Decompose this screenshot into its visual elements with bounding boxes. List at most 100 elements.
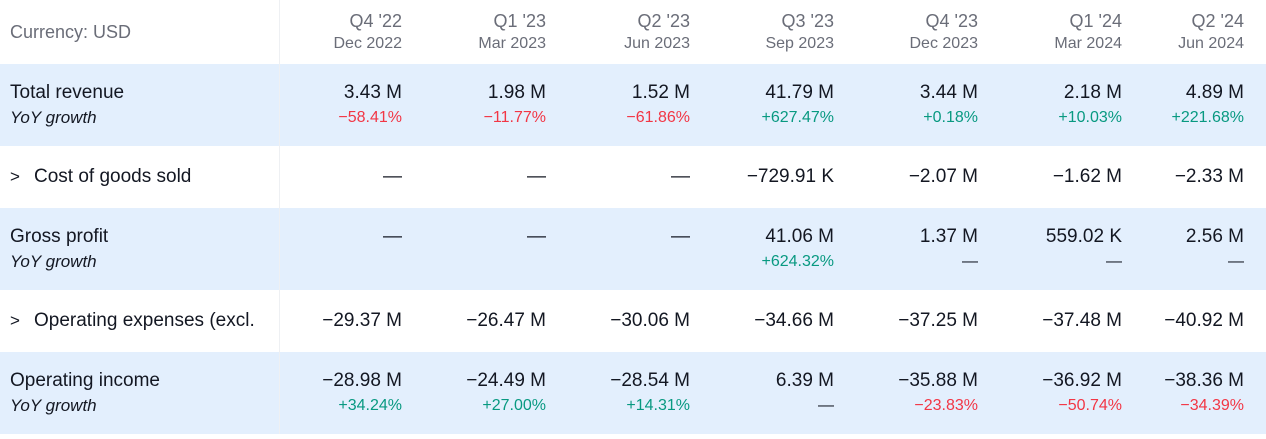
value-cell: −35.88 M −23.83% xyxy=(856,352,1000,434)
value-cell: −2.33 M xyxy=(1144,146,1266,208)
row-total-revenue[interactable]: Total revenue YoY growth 3.43 M −58.41% … xyxy=(0,64,1266,146)
growth-value: +27.00% xyxy=(482,397,546,414)
value-cell: −729.91 K xyxy=(712,146,856,208)
value-cell: 1.37 M — xyxy=(856,208,1000,290)
growth-value: −23.83% xyxy=(914,397,978,414)
row-gross-profit[interactable]: Gross profit YoY growth — — — 41.06 M +6… xyxy=(0,208,1266,290)
chevron-right-icon[interactable]: > xyxy=(10,167,20,186)
value: −26.47 M xyxy=(466,310,546,331)
period-header: Q1 '23 Mar 2023 xyxy=(424,0,568,64)
value: −29.37 M xyxy=(322,310,402,331)
growth-value: −11.77% xyxy=(483,109,546,126)
value-cell: 2.56 M — xyxy=(1144,208,1266,290)
value-cell: −24.49 M +27.00% xyxy=(424,352,568,434)
value: −24.49 M xyxy=(466,370,546,391)
period-quarter: Q4 '23 xyxy=(925,11,978,31)
period-date: Jun 2023 xyxy=(624,35,690,52)
growth-value: +10.03% xyxy=(1058,109,1122,126)
row-label-cell: > Cost of goods sold xyxy=(0,146,280,208)
value-cell: — xyxy=(280,146,424,208)
period-quarter: Q1 '23 xyxy=(493,11,546,31)
growth-value: — xyxy=(1106,253,1122,270)
period-header: Q2 '24 Jun 2024 xyxy=(1144,0,1266,64)
value-cell: 3.43 M −58.41% xyxy=(280,64,424,146)
value: — xyxy=(383,166,402,187)
value: — xyxy=(527,226,546,247)
value: — xyxy=(383,226,402,247)
value: — xyxy=(671,226,690,247)
value: 2.18 M xyxy=(1063,82,1122,103)
growth-value: — xyxy=(818,397,834,414)
value-cell: 41.79 M +627.47% xyxy=(712,64,856,146)
value-cell: 1.98 M −11.77% xyxy=(424,64,568,146)
value-cell: 6.39 M — xyxy=(712,352,856,434)
value: 41.79 M xyxy=(765,82,834,103)
row-sublabel: YoY growth xyxy=(10,252,97,271)
row-label: Gross profit xyxy=(10,226,109,247)
value-cell: — xyxy=(424,208,568,290)
period-quarter: Q1 '24 xyxy=(1069,11,1122,31)
growth-value xyxy=(542,250,546,274)
growth-value: −34.39% xyxy=(1180,397,1244,414)
value: 1.52 M xyxy=(631,82,690,103)
growth-value: — xyxy=(962,253,978,270)
value: −37.48 M xyxy=(1042,310,1122,331)
row-sublabel: YoY growth xyxy=(10,396,97,415)
row-operating-expenses[interactable]: > Operating expenses (excl. −29.37 M −26.… xyxy=(0,290,1266,352)
value-cell: −38.36 M −34.39% xyxy=(1144,352,1266,434)
value: −37.25 M xyxy=(898,310,978,331)
row-cost-of-goods-sold[interactable]: > Cost of goods sold — — — −729.91 K −2.0… xyxy=(0,146,1266,208)
growth-value: +34.24% xyxy=(338,397,402,414)
period-header: Q4 '22 Dec 2022 xyxy=(280,0,424,64)
value-cell: 3.44 M +0.18% xyxy=(856,64,1000,146)
growth-value xyxy=(398,250,402,274)
value-cell: −28.54 M +14.31% xyxy=(568,352,712,434)
value-cell: −30.06 M xyxy=(568,290,712,352)
value: 559.02 K xyxy=(1045,226,1122,247)
period-date: Mar 2023 xyxy=(478,35,546,52)
currency-cell: Currency: USD xyxy=(0,0,280,64)
row-operating-income[interactable]: Operating income YoY growth −28.98 M +34… xyxy=(0,352,1266,434)
value: −28.54 M xyxy=(610,370,690,391)
value: −30.06 M xyxy=(610,310,690,331)
value: −35.88 M xyxy=(898,370,978,391)
growth-value: +624.32% xyxy=(761,253,834,270)
value: 3.43 M xyxy=(343,82,402,103)
period-quarter: Q2 '24 xyxy=(1191,11,1244,31)
value-cell: 2.18 M +10.03% xyxy=(1000,64,1144,146)
chevron-right-icon[interactable]: > xyxy=(10,311,20,330)
value-cell: −26.47 M xyxy=(424,290,568,352)
growth-value: −50.74% xyxy=(1058,397,1122,414)
period-date: Jun 2024 xyxy=(1178,35,1244,52)
row-label: Cost of goods sold xyxy=(34,166,192,187)
value: −36.92 M xyxy=(1042,370,1122,391)
value-cell: — xyxy=(280,208,424,290)
value-cell: −37.48 M xyxy=(1000,290,1144,352)
value-cell: −2.07 M xyxy=(856,146,1000,208)
period-date: Mar 2024 xyxy=(1054,35,1122,52)
growth-value: +14.31% xyxy=(626,397,690,414)
row-sublabel: YoY growth xyxy=(10,108,97,127)
value-cell: — xyxy=(568,146,712,208)
value-cell: 559.02 K — xyxy=(1000,208,1144,290)
growth-value: −58.41% xyxy=(338,109,402,126)
value: −2.07 M xyxy=(908,166,978,187)
value-cell: −29.37 M xyxy=(280,290,424,352)
value: — xyxy=(671,166,690,187)
period-header: Q2 '23 Jun 2023 xyxy=(568,0,712,64)
value-cell: 41.06 M +624.32% xyxy=(712,208,856,290)
value: −1.62 M xyxy=(1052,166,1122,187)
value-cell: −37.25 M xyxy=(856,290,1000,352)
value-cell: −34.66 M xyxy=(712,290,856,352)
row-label-cell: Gross profit YoY growth xyxy=(0,208,280,290)
value: 41.06 M xyxy=(765,226,834,247)
value-cell: — xyxy=(424,146,568,208)
period-date: Sep 2023 xyxy=(765,35,834,52)
value-cell: −1.62 M xyxy=(1000,146,1144,208)
growth-value xyxy=(686,250,690,274)
period-header: Q3 '23 Sep 2023 xyxy=(712,0,856,64)
value: 6.39 M xyxy=(775,370,834,391)
value: −40.92 M xyxy=(1164,310,1244,331)
period-header: Q4 '23 Dec 2023 xyxy=(856,0,1000,64)
value-cell: 4.89 M +221.68% xyxy=(1144,64,1266,146)
